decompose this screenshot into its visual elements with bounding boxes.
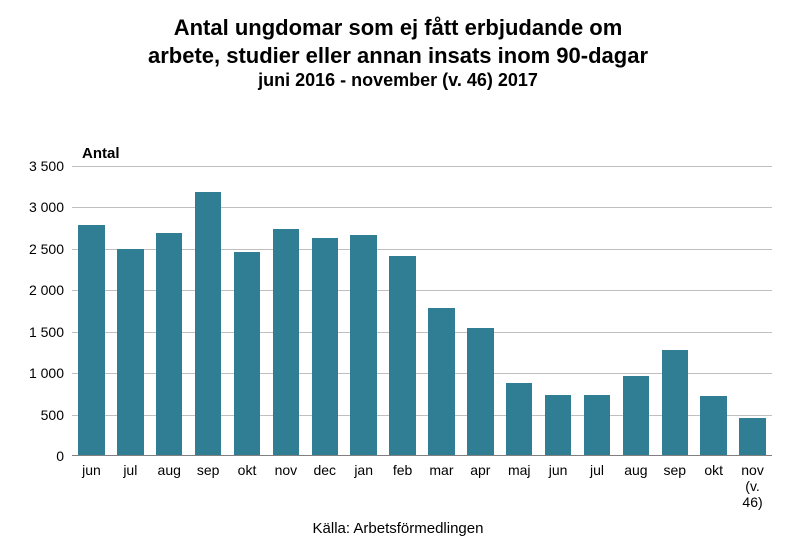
bar (428, 308, 454, 456)
y-tick-label: 500 (41, 407, 72, 423)
chart-source: Källa: Arbetsförmedlingen (0, 520, 796, 537)
x-tick-label: apr (470, 456, 490, 478)
x-tick-label: jul (590, 456, 604, 478)
bar (350, 235, 376, 456)
x-tick-label: jun (549, 456, 568, 478)
y-tick-label: 3 000 (29, 199, 72, 215)
bar (117, 249, 143, 456)
x-tick-label: jan (354, 456, 373, 478)
y-axis-title: Antal (82, 145, 120, 162)
chart-subtitle: juni 2016 - november (v. 46) 2017 (0, 69, 796, 92)
bar (623, 376, 649, 456)
x-tick-label: sep (663, 456, 686, 478)
x-tick-label: okt (704, 456, 723, 478)
bar (700, 396, 726, 456)
y-tick-label: 1 000 (29, 365, 72, 381)
bar (545, 395, 571, 456)
x-tick-label: aug (158, 456, 181, 478)
x-tick-label: nov (v. 46) (741, 456, 764, 510)
bar (506, 383, 532, 456)
bar (195, 192, 221, 456)
chart-title-block: Antal ungdomar som ej fått erbjudande om… (0, 0, 796, 92)
plot-area: 05001 0001 5002 0002 5003 0003 500junjul… (72, 166, 772, 456)
x-tick-label: okt (238, 456, 257, 478)
x-tick-label: maj (508, 456, 531, 478)
x-tick-label: nov (275, 456, 298, 478)
y-tick-label: 1 500 (29, 324, 72, 340)
chart-title-line2: arbete, studier eller annan insats inom … (0, 42, 796, 70)
bar (234, 252, 260, 456)
x-tick-label: mar (429, 456, 453, 478)
chart-title-line1: Antal ungdomar som ej fått erbjudande om (0, 14, 796, 42)
bar-chart: Antal ungdomar som ej fått erbjudande om… (0, 0, 796, 549)
y-tick-label: 0 (56, 448, 72, 464)
bars-group (72, 166, 772, 456)
x-tick-label: jun (82, 456, 101, 478)
bar (389, 256, 415, 456)
x-tick-label: sep (197, 456, 220, 478)
bar (312, 238, 338, 456)
bar (156, 233, 182, 456)
x-tick-label: aug (624, 456, 647, 478)
x-tick-label: dec (313, 456, 336, 478)
y-tick-label: 2 000 (29, 282, 72, 298)
x-tick-label: feb (393, 456, 412, 478)
bar (467, 328, 493, 456)
bar (273, 229, 299, 456)
y-tick-label: 2 500 (29, 241, 72, 257)
bar (78, 225, 104, 456)
bar (662, 350, 688, 456)
y-tick-label: 3 500 (29, 158, 72, 174)
x-tick-label: jul (123, 456, 137, 478)
bar (584, 395, 610, 456)
bar (739, 418, 765, 456)
